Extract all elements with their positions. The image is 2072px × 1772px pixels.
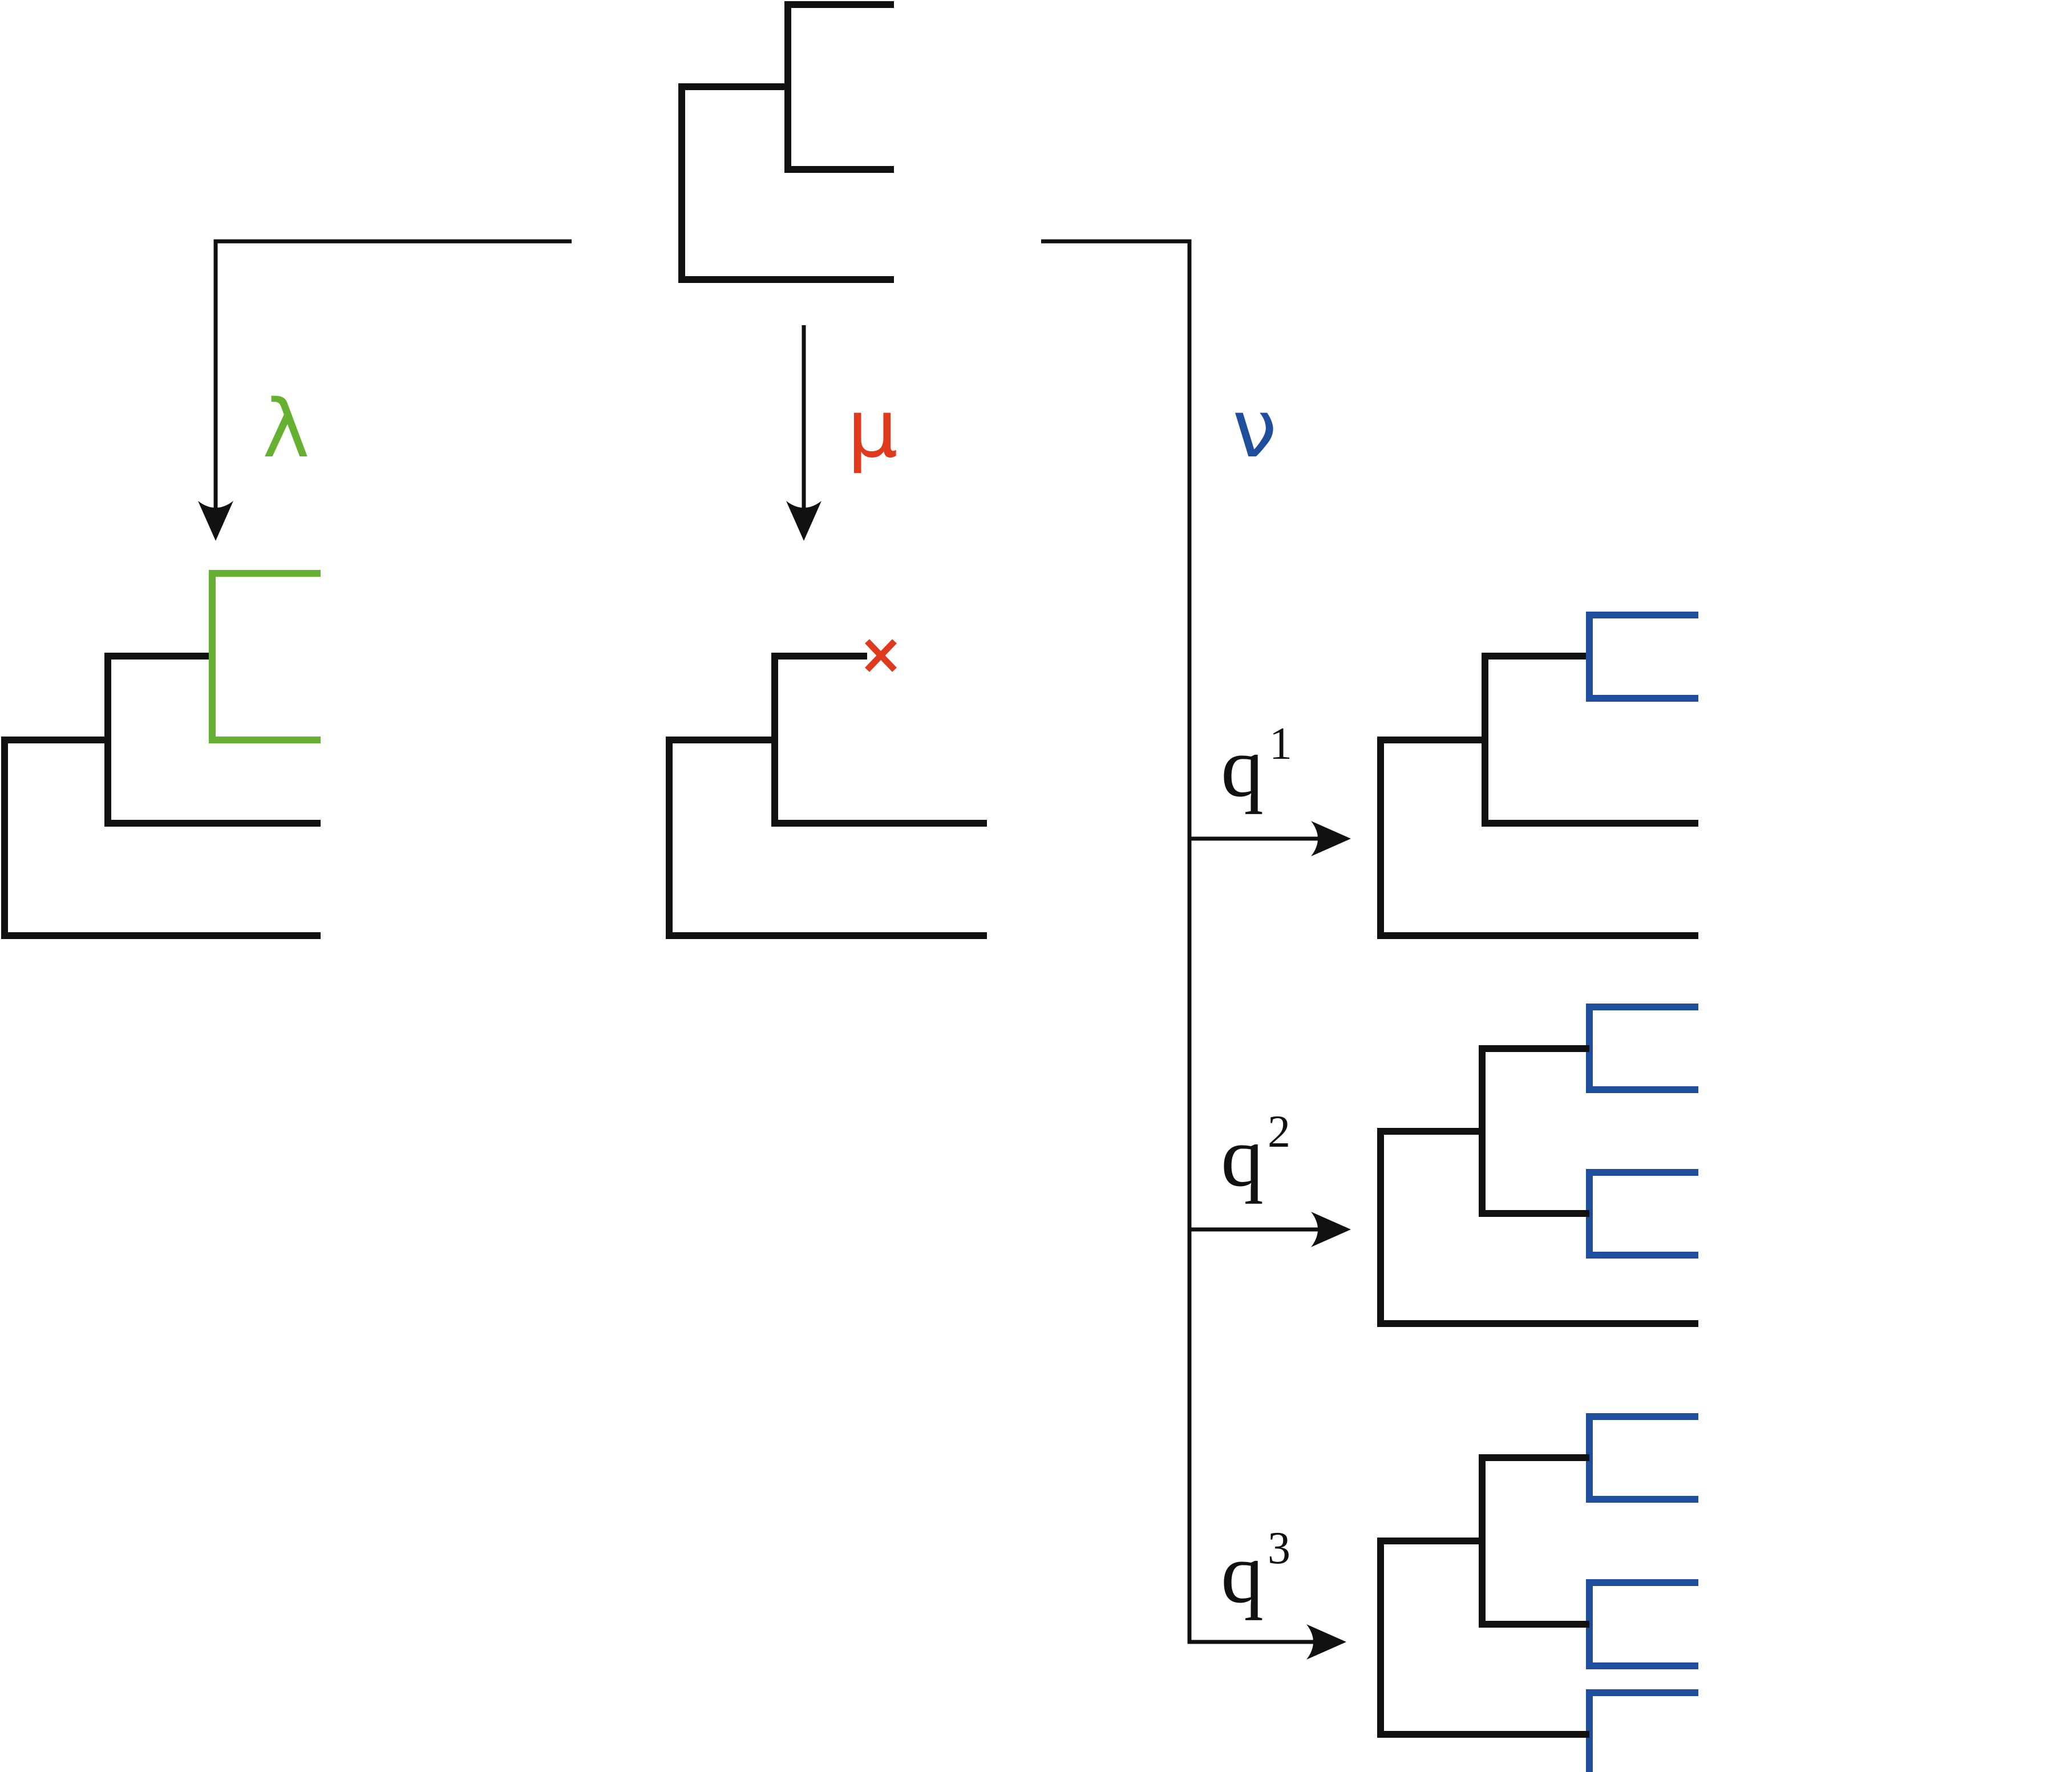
extinction-tree (666, 639, 987, 939)
q1-arrowhead (1311, 821, 1351, 856)
speciation-tree (1, 570, 321, 939)
lambda-connector-arrow (198, 239, 572, 541)
q3-exponent: 3 (1268, 1523, 1290, 1573)
q3-tree (1377, 1413, 1698, 1772)
cross-icon (865, 639, 897, 672)
nu-label: ν (1232, 383, 1277, 476)
lambda-label: λ (262, 383, 310, 476)
q1-exponent: 1 (1269, 719, 1292, 769)
mu-label: μ (847, 383, 898, 476)
q2-exponent: 2 (1268, 1107, 1290, 1157)
new-lineage-pair (209, 570, 321, 743)
q2-label: q (1221, 1110, 1264, 1204)
q2-arrowhead (1311, 1212, 1351, 1247)
q3-label: q (1221, 1526, 1264, 1621)
mu-connector-arrow (786, 325, 821, 541)
q1-tree (1377, 612, 1698, 939)
q2-tree (1377, 1004, 1698, 1327)
initial-tree (678, 1, 894, 283)
q1-label: q (1221, 720, 1264, 815)
nu-connector (1041, 239, 1351, 1660)
q3-arrowhead (1306, 1624, 1346, 1660)
